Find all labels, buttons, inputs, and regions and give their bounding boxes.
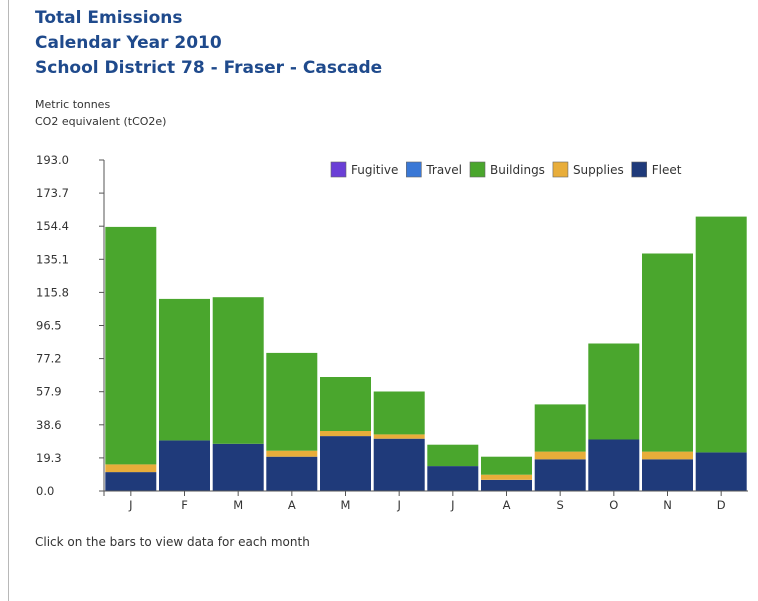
legend-label-fleet: Fleet [652,163,682,177]
x-tick-label: J [396,498,400,512]
units-label-tonnes: Metric tonnes [35,98,111,111]
x-tick-label: D [717,498,726,512]
legend-swatch-buildings [469,161,486,178]
x-tick-label: M [341,498,351,512]
legend-swatch-travel [406,161,422,178]
footer-note: Click on the bars to view data for each … [35,535,310,549]
bar-segment-fleet[interactable] [481,479,532,491]
bar-segment-buildings[interactable] [212,297,264,444]
y-tick-label: 19.3 [36,451,62,465]
bar-segment-supplies[interactable] [320,431,371,437]
y-tick-label: 193.0 [36,153,69,167]
chart-subtitle-district: School District 78 - Fraser - Cascade [35,58,383,78]
bar-segment-supplies[interactable] [373,434,425,439]
bar-segment-buildings[interactable] [588,343,640,440]
x-tick-label: F [181,498,188,512]
bar-segment-fleet[interactable] [373,438,425,491]
bar-segment-buildings[interactable] [105,226,157,465]
bar-segment-buildings[interactable] [373,391,425,435]
y-tick-label: 115.8 [36,285,69,299]
bar-segment-fleet[interactable] [212,443,264,491]
x-tick-label: M [233,498,243,512]
chart-title-block: Total Emissions Calendar Year 2010 Schoo… [35,6,382,81]
y-tick-label: 77.2 [36,352,62,366]
legend-label-fugitive: Fugitive [351,163,398,177]
bar-segment-fleet[interactable] [105,472,157,491]
bar-segment-fleet[interactable] [266,456,318,491]
bar-segment-fleet[interactable] [427,466,479,491]
bar-segment-fleet[interactable] [695,452,747,491]
bar-segment-buildings[interactable] [481,456,532,475]
bar-segment-supplies[interactable] [105,464,157,473]
bar-segment-buildings[interactable] [695,216,747,453]
legend-swatch-supplies [552,161,569,178]
bar-segment-supplies[interactable] [534,451,586,460]
bar-segment-buildings[interactable] [320,377,371,431]
chart-title: Total Emissions [35,8,183,28]
bar-segment-fleet[interactable] [588,439,640,492]
bar-segment-supplies[interactable] [266,450,318,457]
x-tick-label: J [450,498,454,512]
y-tick-label: 96.5 [36,319,62,333]
frame-border [8,0,9,601]
x-tick-label: A [503,498,511,512]
y-tick-label: 0.0 [36,484,54,498]
x-tick-label: N [663,498,672,512]
chart-subtitle-year: Calendar Year 2010 [35,33,222,53]
bar-segment-buildings[interactable] [427,444,479,467]
x-tick-label: J [128,498,132,512]
bar-segment-supplies[interactable] [642,451,693,460]
x-tick-label: A [288,498,296,512]
bar-segment-fleet[interactable] [534,459,586,491]
units-label-co2: CO2 equivalent (tCO2e) [35,115,167,128]
bar-segment-buildings[interactable] [642,253,693,452]
y-tick-label: 173.7 [36,186,69,200]
bar-segment-fleet[interactable] [320,436,371,491]
bar-segment-buildings[interactable] [534,404,586,452]
legend-swatch-fleet [631,161,648,178]
legend-label-buildings: Buildings [490,163,545,177]
bar-segment-fleet[interactable] [642,459,693,491]
bar-segment-fleet[interactable] [159,440,210,491]
bar-segment-buildings[interactable] [159,298,210,441]
legend-label-travel: Travel [425,163,462,177]
x-tick-label: O [609,498,618,512]
bar-segment-supplies[interactable] [481,474,532,480]
y-tick-label: 38.6 [36,418,62,432]
x-tick-label: S [557,498,564,512]
y-tick-label: 154.4 [36,219,69,233]
y-axis-units: Metric tonnes CO2 equivalent (tCO2e) [35,96,166,130]
legend-swatch-fugitive [330,161,347,178]
bar-segment-buildings[interactable] [266,352,318,451]
y-tick-label: 135.1 [36,252,69,266]
y-tick-label: 57.9 [36,385,62,399]
legend-label-supplies: Supplies [573,163,624,177]
